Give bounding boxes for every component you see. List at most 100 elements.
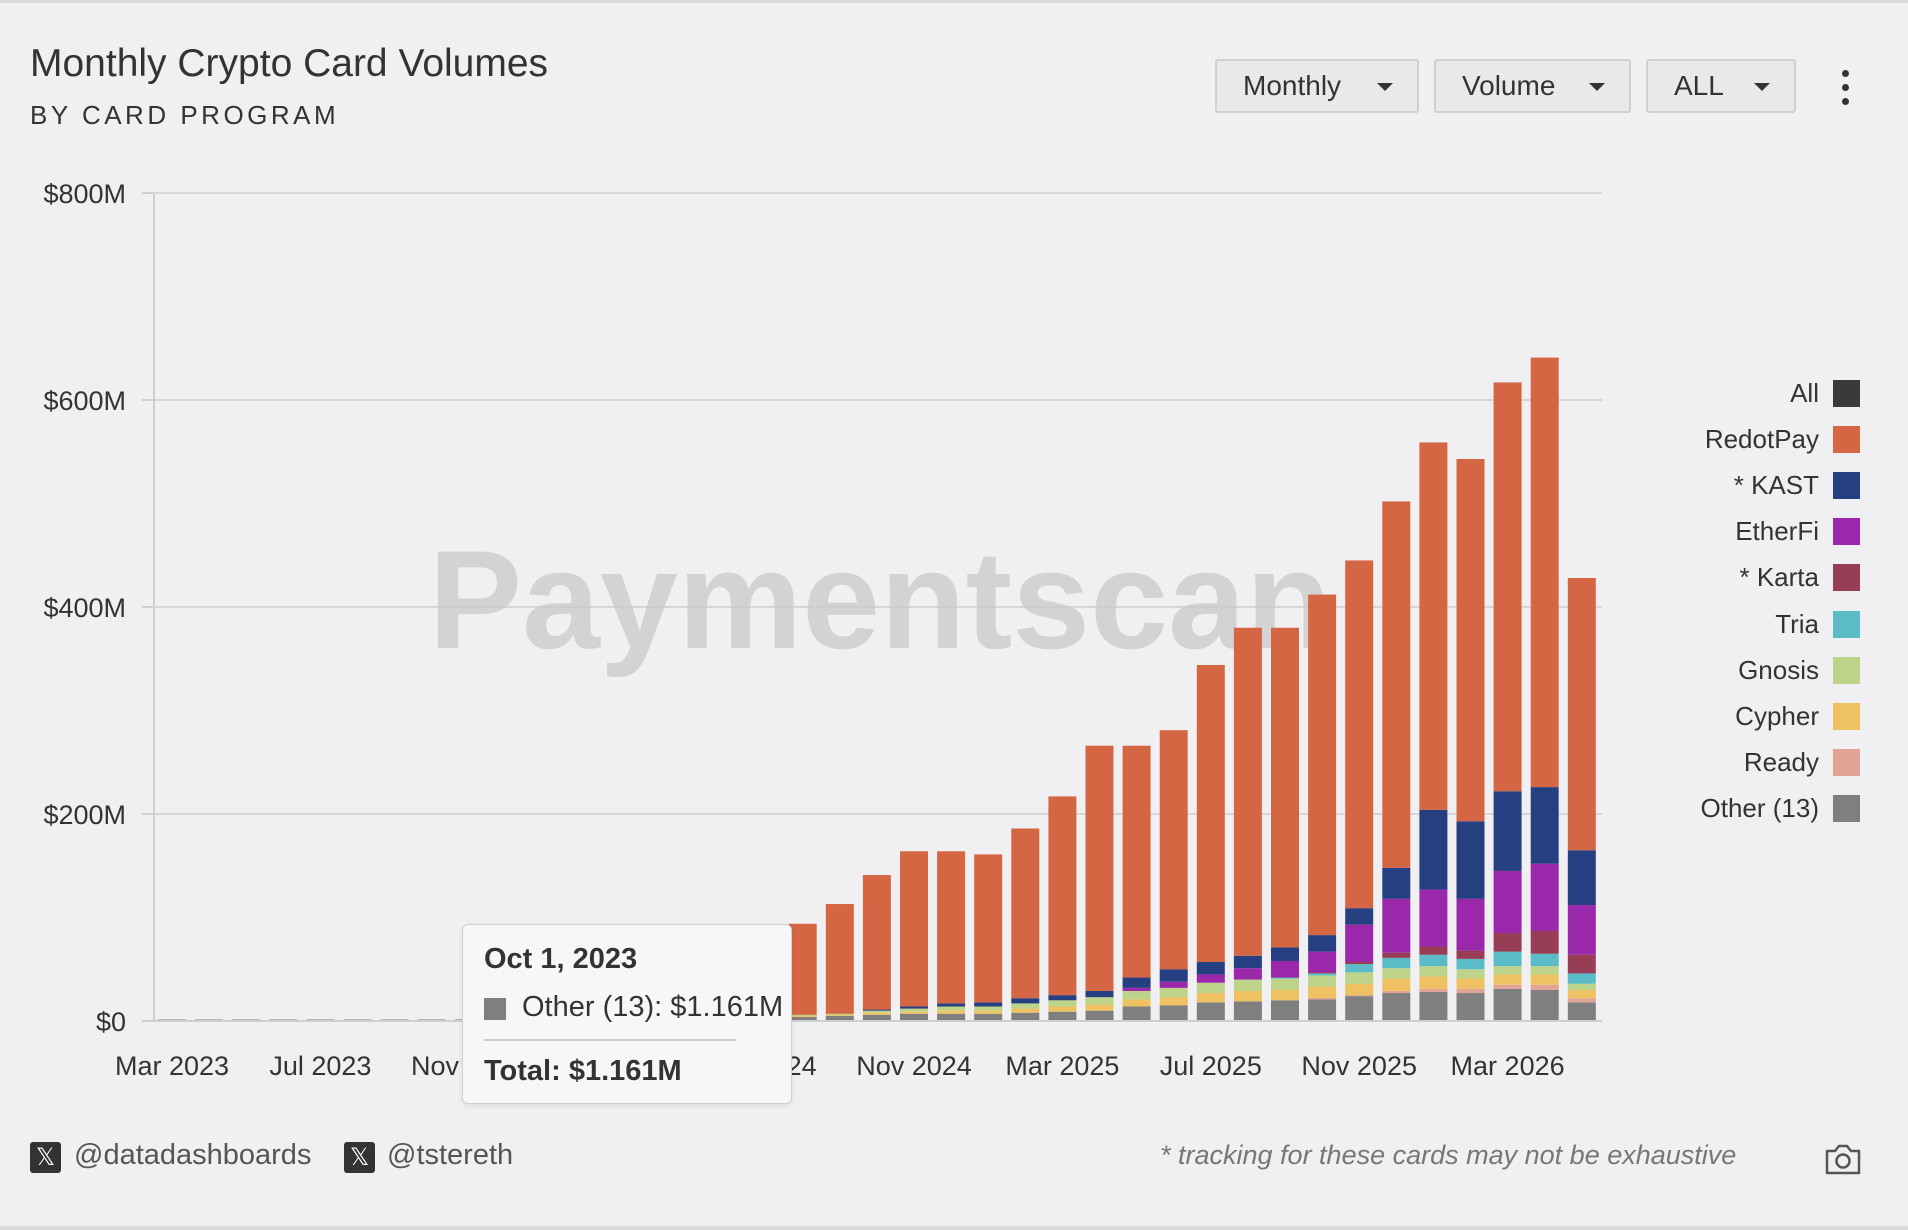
legend-item[interactable]: Cypher	[1735, 699, 1860, 733]
bar-segment-karta	[1530, 930, 1559, 954]
bar-segment-other-13	[862, 1014, 891, 1021]
tooltip-date: Oct 1, 2023	[484, 943, 638, 975]
bar-segment-gnosis	[1048, 1000, 1077, 1007]
legend-item[interactable]: Other (13)	[1701, 792, 1860, 826]
bar-segment-gnosis	[1419, 966, 1448, 977]
legend-item[interactable]: All	[1790, 376, 1860, 410]
bar-segment-redotpay	[1419, 442, 1448, 810]
bar-segment-etherfi	[1122, 987, 1151, 991]
camera-icon[interactable]	[1824, 1142, 1862, 1176]
interval-dropdown-label: Monthly	[1243, 70, 1342, 101]
bar-segment-karta	[1456, 950, 1485, 959]
top-border	[0, 0, 1908, 3]
bar-segment-other-13	[1196, 1002, 1225, 1021]
kebab-menu-icon[interactable]	[1836, 68, 1856, 108]
bar-segment-gnosis	[1456, 969, 1485, 979]
y-tick-label: $200M	[43, 800, 126, 830]
bar-segment-redotpay	[1530, 357, 1559, 788]
bar-segment-gnosis	[1530, 966, 1559, 975]
bar-segment-kast	[1011, 998, 1040, 1004]
chart-subtitle: BY CARD PROGRAM	[30, 100, 340, 130]
bar-segment-cypher	[937, 1010, 966, 1014]
range-dropdown[interactable]: ALL	[1646, 59, 1796, 113]
bar-segment-gnosis	[1308, 975, 1337, 987]
bar-segment-cypher	[1567, 989, 1596, 999]
bar-segment-tria	[1493, 951, 1522, 967]
bar-segment-other-13	[1085, 1010, 1114, 1021]
bar-segment-etherfi	[1308, 951, 1337, 973]
bar-segment-ready	[1382, 990, 1411, 994]
x-tick-label: Mar 2026	[1451, 1051, 1565, 1081]
bar-segment-kast	[1345, 908, 1374, 925]
bar-segment-kast	[974, 1002, 1003, 1007]
legend-swatch	[1833, 610, 1860, 638]
legend-label: Cypher	[1735, 700, 1819, 731]
bar-segment-cypher	[788, 1015, 817, 1017]
bar-segment-tria	[1567, 973, 1596, 984]
legend-item[interactable]: Gnosis	[1738, 653, 1860, 687]
legend-swatch	[1833, 518, 1860, 546]
legend-item[interactable]: * Karta	[1740, 561, 1860, 595]
bar-segment-etherfi	[1456, 898, 1485, 951]
legend-swatch	[1833, 702, 1860, 730]
legend-item[interactable]: EtherFi	[1735, 515, 1860, 549]
legend-item[interactable]: * KAST	[1734, 468, 1860, 502]
bar-segment-cypher	[1122, 999, 1151, 1007]
bar-segment-redotpay	[1382, 501, 1411, 868]
bar-segment-other-13	[1493, 988, 1522, 1021]
bar-segment-other-13	[1530, 989, 1559, 1021]
bar-segment-redotpay	[1122, 745, 1151, 978]
bar-segment-redotpay	[1011, 828, 1040, 999]
bar-segment-gnosis	[1085, 997, 1114, 1005]
bar-segment-redotpay	[1048, 796, 1077, 996]
legend-label: Tria	[1775, 608, 1819, 639]
bar-segment-kast	[937, 1003, 966, 1007]
bar-segment-redotpay	[900, 851, 928, 1007]
bar-segment-redotpay	[1345, 560, 1374, 909]
legend-label: Ready	[1743, 747, 1819, 778]
bar-segment-kast	[862, 1009, 891, 1011]
legend-item[interactable]: Tria	[1775, 607, 1860, 641]
bar-segment-other-13	[825, 1015, 854, 1021]
bar-segment-gnosis	[1196, 982, 1225, 994]
legend-swatch	[1833, 656, 1860, 684]
x-tick-label: Nov 2024	[856, 1051, 972, 1081]
x-logo-icon: 𝕏	[30, 1142, 61, 1173]
bar-segment-gnosis	[825, 1013, 854, 1015]
bar-segment-gnosis	[1011, 1003, 1040, 1009]
bar-segment-other-13	[1308, 999, 1337, 1021]
bar-segment-tria	[1530, 953, 1559, 967]
metric-dropdown[interactable]: Volume	[1434, 59, 1631, 113]
bar-segment-other-13	[974, 1013, 1003, 1021]
legend-item[interactable]: RedotPay	[1705, 422, 1860, 456]
handle-link-datadashboards[interactable]: @datadashboards	[74, 1139, 312, 1171]
bar-segment-cypher	[1159, 997, 1188, 1006]
y-tick-label: $400M	[43, 593, 126, 623]
bar-segment-tria	[1419, 954, 1448, 967]
bar-segment-other-13	[1456, 993, 1485, 1021]
bar-segment-gnosis	[1345, 972, 1374, 984]
bar-segment-etherfi	[1493, 870, 1522, 934]
bar-segment-redotpay	[1567, 578, 1596, 851]
bar-segment-cypher	[1419, 976, 1448, 989]
bar-segment-etherfi	[1345, 924, 1374, 963]
bar-segment-etherfi	[1159, 981, 1188, 988]
bar-segment-ready	[1493, 984, 1522, 989]
bar-segment-gnosis	[1493, 966, 1522, 975]
bar-segment-gnosis	[974, 1006, 1003, 1011]
bar-segment-gnosis	[1271, 978, 1299, 990]
bar-segment-kast	[1530, 787, 1559, 864]
legend-item[interactable]: Ready	[1744, 746, 1860, 780]
metric-dropdown-label: Volume	[1462, 70, 1556, 101]
bar-segment-etherfi	[1530, 863, 1559, 931]
bar-segment-karta	[1493, 933, 1522, 952]
chevron-down-icon	[1377, 83, 1393, 91]
x-tick-label: Mar 2023	[115, 1051, 229, 1081]
x-tick-label: Jul 2023	[269, 1051, 371, 1081]
bar-segment-etherfi	[1419, 889, 1448, 947]
chevron-down-icon	[1589, 83, 1605, 91]
bar-segment-cypher	[1493, 974, 1522, 985]
bar-segment-redotpay	[862, 875, 891, 1010]
handle-link-tstereth[interactable]: @tstereth	[387, 1139, 514, 1171]
interval-dropdown[interactable]: Monthly	[1215, 59, 1419, 113]
